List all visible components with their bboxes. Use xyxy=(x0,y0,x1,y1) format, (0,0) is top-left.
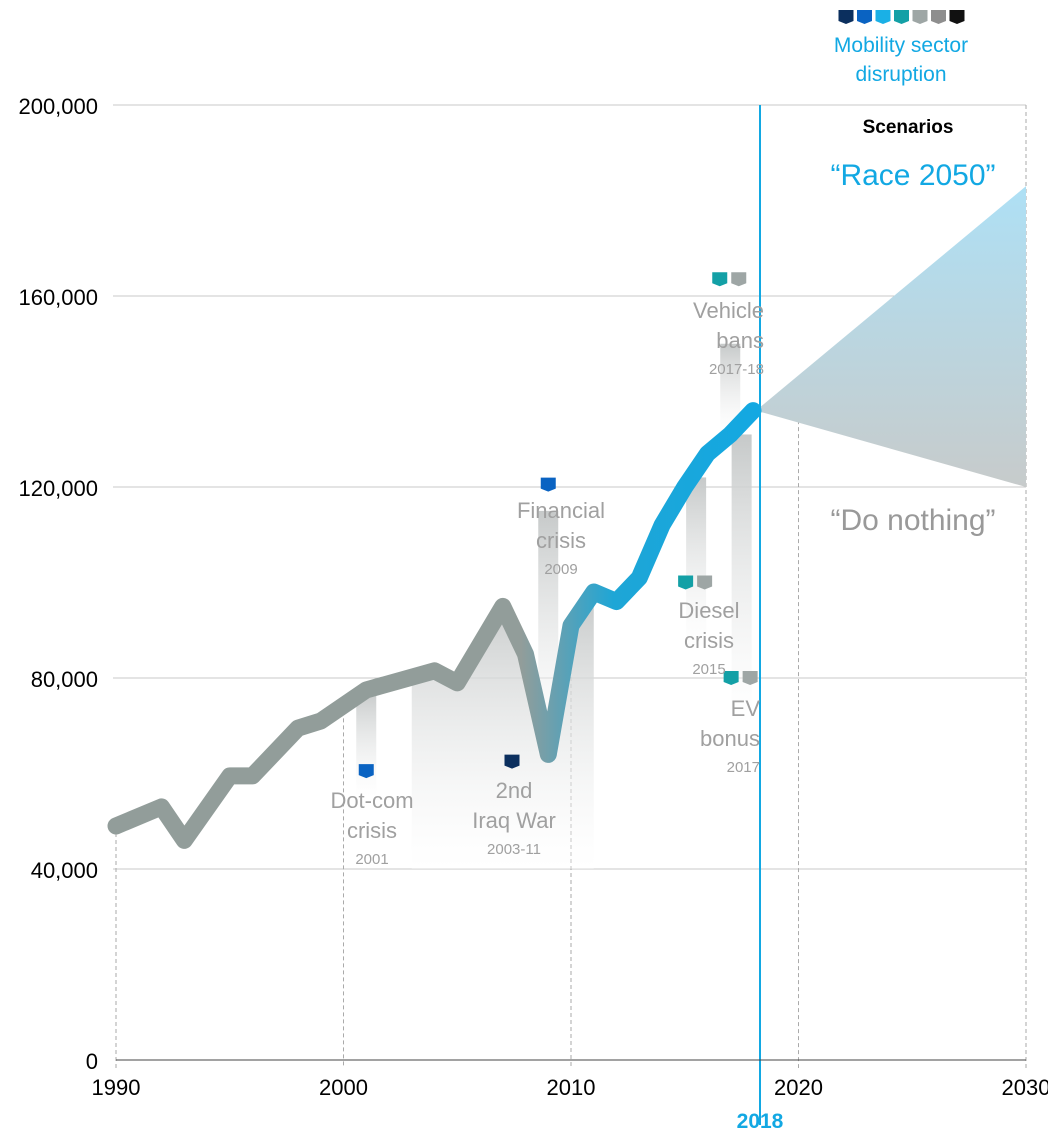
y-tick-label: 160,000 xyxy=(18,285,98,310)
scenarios-header: Scenarios xyxy=(863,117,954,138)
x-tick-label: 1990 xyxy=(92,1075,141,1100)
axis-labels: 0 40,000 80,000 120,000 160,000 200,000 1990 20… xyxy=(18,94,1048,1100)
event-title: EV xyxy=(731,696,761,721)
event-bar xyxy=(731,434,752,726)
scenario-cone-area xyxy=(756,186,1026,488)
legend-line2: disruption xyxy=(855,63,946,86)
x-tick-label: 2030 xyxy=(1002,1075,1048,1100)
legend-swatch xyxy=(931,10,946,24)
legend-swatch xyxy=(912,10,928,24)
event-bar xyxy=(356,689,377,798)
event-title: crisis xyxy=(536,528,586,553)
event-marker xyxy=(742,671,758,685)
event-year: 2015 xyxy=(692,661,725,678)
event-marker xyxy=(504,754,520,769)
legend-swatch xyxy=(857,10,872,24)
event-marker xyxy=(712,272,728,287)
legend-line1: Mobility sector xyxy=(834,34,968,57)
scenario-race-label: “Race 2050” xyxy=(830,159,995,192)
current-year-label: 2018 xyxy=(737,1110,784,1133)
event-year: 2001 xyxy=(355,851,388,868)
event-marker xyxy=(723,671,739,685)
y-tick-label: 0 xyxy=(86,1049,98,1074)
x-tick-label: 2000 xyxy=(319,1075,368,1100)
event-year: 2017 xyxy=(727,759,760,776)
event-bar xyxy=(686,477,707,650)
y-tick-label: 40,000 xyxy=(31,858,98,883)
x-tick-label: 2010 xyxy=(547,1075,596,1100)
event-title: 2nd xyxy=(496,778,533,803)
event-title: crisis xyxy=(684,628,734,653)
vertical-guides xyxy=(115,105,1027,1068)
x-tick-label: 2020 xyxy=(774,1075,823,1100)
legend-swatch xyxy=(875,10,891,24)
series-line xyxy=(107,402,762,849)
event-title: Financial xyxy=(517,498,605,523)
event-title: Vehicle xyxy=(693,298,764,323)
event-title: crisis xyxy=(347,818,397,843)
scenario-cone xyxy=(756,186,1026,488)
event-year: 2017-18 xyxy=(709,361,764,378)
event-bars xyxy=(356,343,752,869)
event-marker xyxy=(540,477,556,492)
event-year: 2009 xyxy=(544,561,577,578)
event-bar xyxy=(720,343,741,435)
y-tick-label: 80,000 xyxy=(31,667,98,692)
current-year-line: 2018 xyxy=(737,105,784,1133)
event-marker xyxy=(358,764,374,779)
event-markers xyxy=(358,272,758,779)
event-marker xyxy=(678,575,694,590)
scenario-do-nothing-label: “Do nothing” xyxy=(830,504,995,537)
event-marker xyxy=(697,575,713,590)
event-title: Iraq War xyxy=(472,808,556,833)
event-area xyxy=(411,592,594,869)
series-path xyxy=(107,402,762,849)
legend: Scenarios “Race 2050” “Do nothing” Mobility… xyxy=(830,10,996,537)
event-title: Dot-com xyxy=(330,788,413,813)
event-title: bans xyxy=(716,328,764,353)
grid xyxy=(113,104,1026,870)
legend-swatch xyxy=(949,10,965,24)
y-tick-label: 200,000 xyxy=(18,94,98,119)
event-marker xyxy=(731,272,747,287)
event-title: bonus xyxy=(700,726,760,751)
legend-swatch xyxy=(894,10,909,24)
y-tick-label: 120,000 xyxy=(18,476,98,501)
event-labels: Dot-com crisis 2001 2nd Iraq War 2003-11 Finan… xyxy=(330,298,764,868)
event-year: 2003-11 xyxy=(487,841,541,858)
legend-swatch xyxy=(838,10,854,24)
event-title: Diesel xyxy=(678,598,739,623)
